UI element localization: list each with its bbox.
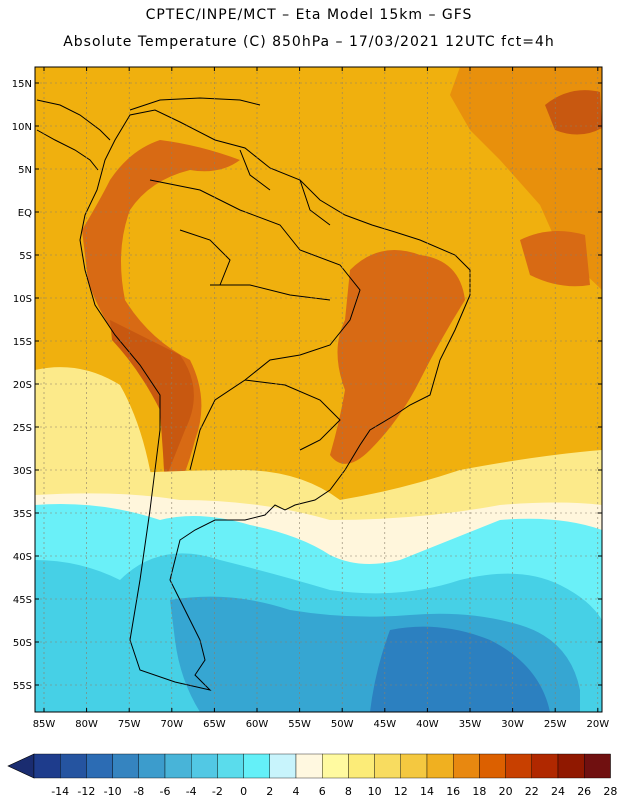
- coastlines: [36, 97, 471, 691]
- lat-label: 40S: [13, 552, 32, 563]
- colorbar-label: 14: [420, 785, 434, 798]
- lon-label: 60W: [246, 719, 269, 730]
- colorbar-swatch: [138, 753, 166, 779]
- colorbar-label: 6: [319, 785, 326, 798]
- colorbar-label: 18: [472, 785, 486, 798]
- caribbean-coastline: [129, 97, 261, 111]
- lat-label: 5N: [18, 165, 32, 176]
- colorbar-swatch: [112, 753, 139, 779]
- lat-label: 50S: [13, 638, 32, 649]
- lat-label: 10S: [13, 294, 32, 305]
- colorbar-swatch: [584, 753, 611, 779]
- colorbar-swatch: [400, 753, 428, 779]
- colorbar-swatch: [217, 753, 244, 779]
- lat-label: 10N: [12, 122, 32, 133]
- deep-blue-region: [370, 626, 550, 712]
- lon-label: 40W: [416, 719, 439, 730]
- colorbar-label: 26: [577, 785, 591, 798]
- colorbar-label: 28: [603, 785, 617, 798]
- title-line-1: CPTEC/INPE/MCT – Eta Model 15km – GFS: [145, 7, 473, 23]
- temperature-field: [35, 67, 602, 712]
- colorbar-swatch: [453, 753, 480, 779]
- lat-label: 45S: [13, 595, 32, 606]
- colorbar-label: 10: [368, 785, 382, 798]
- south-america-coastline: [79, 109, 471, 691]
- colorbar-label: -12: [77, 785, 95, 798]
- lon-label: 55W: [288, 719, 311, 730]
- colorbar-swatch: [60, 753, 87, 779]
- country-borders: [149, 149, 361, 471]
- longitude-labels: 85W 80W 75W 70W 65W 60W 55W 50W 45W 40W 35W 30W 25W 2…: [33, 719, 610, 730]
- colorbar-swatch: [164, 753, 192, 779]
- lon-label: 70W: [160, 719, 183, 730]
- lat-label: 15S: [13, 337, 32, 348]
- colorbar-label: 8: [345, 785, 352, 798]
- lat-label: 35S: [13, 509, 32, 520]
- colorbar-label: -10: [104, 785, 122, 798]
- lat-label: 15N: [12, 79, 32, 90]
- colorbar-label: 12: [394, 785, 408, 798]
- colorbar-swatch: [86, 753, 113, 779]
- lat-label: EQ: [18, 208, 32, 219]
- colorbar-swatch: [374, 753, 402, 779]
- lat-label: 20S: [13, 380, 32, 391]
- central-america-coastline: [36, 99, 111, 171]
- lat-label: 55S: [13, 681, 32, 692]
- latitude-labels: 15N 10N 5N EQ 5S 10S 15S 20S 25S 30S 35S 40S 45S 50S 5…: [12, 79, 32, 692]
- lon-label: 35W: [459, 719, 482, 730]
- colorbar-label: -2: [212, 785, 223, 798]
- lon-label: 65W: [203, 719, 226, 730]
- colorbar-swatch: [531, 753, 559, 779]
- lat-label: 30S: [13, 466, 32, 477]
- lon-label: 20W: [586, 719, 609, 730]
- colorbar-swatch: [269, 753, 297, 779]
- lat-label: 5S: [19, 251, 32, 262]
- hot-region-brazil-highlands: [330, 250, 465, 464]
- very-hot-region-andes: [110, 320, 194, 480]
- colorbar-swatch: [557, 753, 585, 779]
- colorbar-label: 22: [525, 785, 539, 798]
- colorbar-arrow-left: [7, 753, 35, 779]
- colorbar-label: 2: [266, 785, 273, 798]
- colorbar-swatch: [295, 753, 323, 779]
- lon-label: 50W: [331, 719, 354, 730]
- colorbar-swatch: [426, 753, 454, 779]
- colorbar-label: 24: [551, 785, 565, 798]
- colorbar-label: 4: [293, 785, 300, 798]
- colorbar-label: -8: [133, 785, 144, 798]
- colorbar-swatch: [243, 753, 271, 779]
- lon-label: 30W: [501, 719, 524, 730]
- lat-label: 25S: [13, 423, 32, 434]
- colorbar-label: 16: [446, 785, 460, 798]
- lon-label: 45W: [373, 719, 396, 730]
- lon-label: 75W: [118, 719, 141, 730]
- lon-label: 25W: [544, 719, 567, 730]
- colorbar-swatch: [479, 753, 506, 779]
- colorbar-labels: -14 -12 -10 -8 -6 -4 -2 0 2 4 6 8 10 12 14 16 18 20 22 24 26…: [51, 785, 617, 798]
- title-line-2: Absolute Temperature (C) 850hPa – 17/03/…: [63, 34, 555, 50]
- colorbar-label: -14: [51, 785, 69, 798]
- lon-label: 85W: [33, 719, 56, 730]
- axis-ticks: [35, 67, 602, 712]
- colorbar-label: -4: [186, 785, 197, 798]
- colorbar-label: 0: [240, 785, 247, 798]
- colorbar-swatch: [348, 753, 375, 779]
- hot-region-northeast: [545, 90, 602, 135]
- hot-region-andes: [82, 140, 240, 500]
- colorbar-label: 20: [499, 785, 513, 798]
- colorbar-swatch: [33, 753, 61, 779]
- colorbar-swatch: [505, 753, 533, 779]
- colorbar: [7, 753, 611, 779]
- colorbar-label: -6: [160, 785, 171, 798]
- lon-label: 80W: [75, 719, 98, 730]
- map-frame: [34, 66, 603, 713]
- colorbar-swatch: [190, 753, 218, 779]
- colorbar-swatch: [322, 753, 349, 779]
